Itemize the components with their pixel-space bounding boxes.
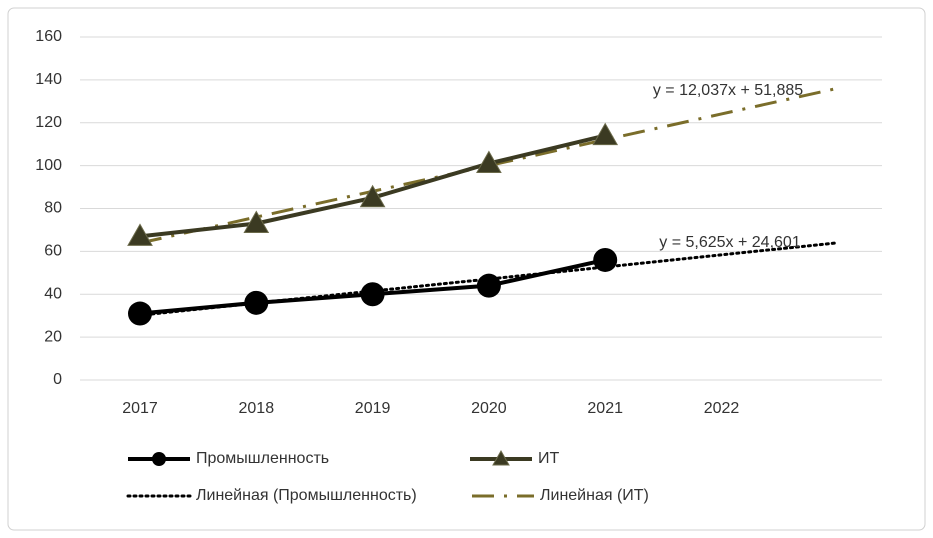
x-tick-label: 2020 [471, 400, 507, 417]
y-tick-label: 0 [53, 371, 62, 388]
y-tick-label: 20 [44, 328, 62, 345]
point [128, 301, 152, 326]
y-tick-label: 80 [44, 200, 62, 217]
y-tick-label: 60 [44, 243, 62, 260]
point [359, 184, 386, 208]
point [476, 273, 501, 298]
legend-label: Промышленность [196, 450, 329, 467]
legend-item: ИТ [470, 449, 560, 467]
x-tick-label: 2018 [239, 400, 275, 417]
point [244, 290, 269, 315]
y-tick-label: 100 [35, 157, 62, 174]
y-tick-label: 160 [35, 28, 62, 45]
point [127, 223, 153, 246]
point [243, 210, 270, 234]
trend-equation: y = 12,037x + 51,885 [653, 82, 803, 99]
x-tick-label: 2022 [704, 400, 740, 417]
y-tick-label: 120 [35, 114, 62, 131]
legend-label: ИТ [538, 450, 560, 467]
x-tick-label: 2017 [122, 400, 158, 417]
y-tick-label: 140 [35, 71, 62, 88]
point [360, 282, 385, 307]
legend-item: Линейная (ИТ) [472, 487, 649, 504]
x-tick-label: 2019 [355, 400, 391, 417]
legend-item: Промышленность [128, 450, 329, 467]
y-tick-label: 40 [44, 285, 62, 302]
trend-line [139, 86, 839, 245]
x-tick-label: 2021 [587, 400, 623, 417]
point [593, 247, 618, 272]
legend-label: Линейная (ИТ) [540, 487, 649, 504]
legend-item: Линейная (Промышленность) [126, 487, 417, 504]
point [152, 452, 166, 466]
chart-border [7, 7, 926, 531]
legend-label: Линейная (Промышленность) [196, 487, 417, 504]
trend-equation: y = 5,625x + 24,601 [659, 234, 801, 251]
point [492, 449, 510, 466]
point [592, 122, 619, 146]
point [476, 150, 502, 173]
